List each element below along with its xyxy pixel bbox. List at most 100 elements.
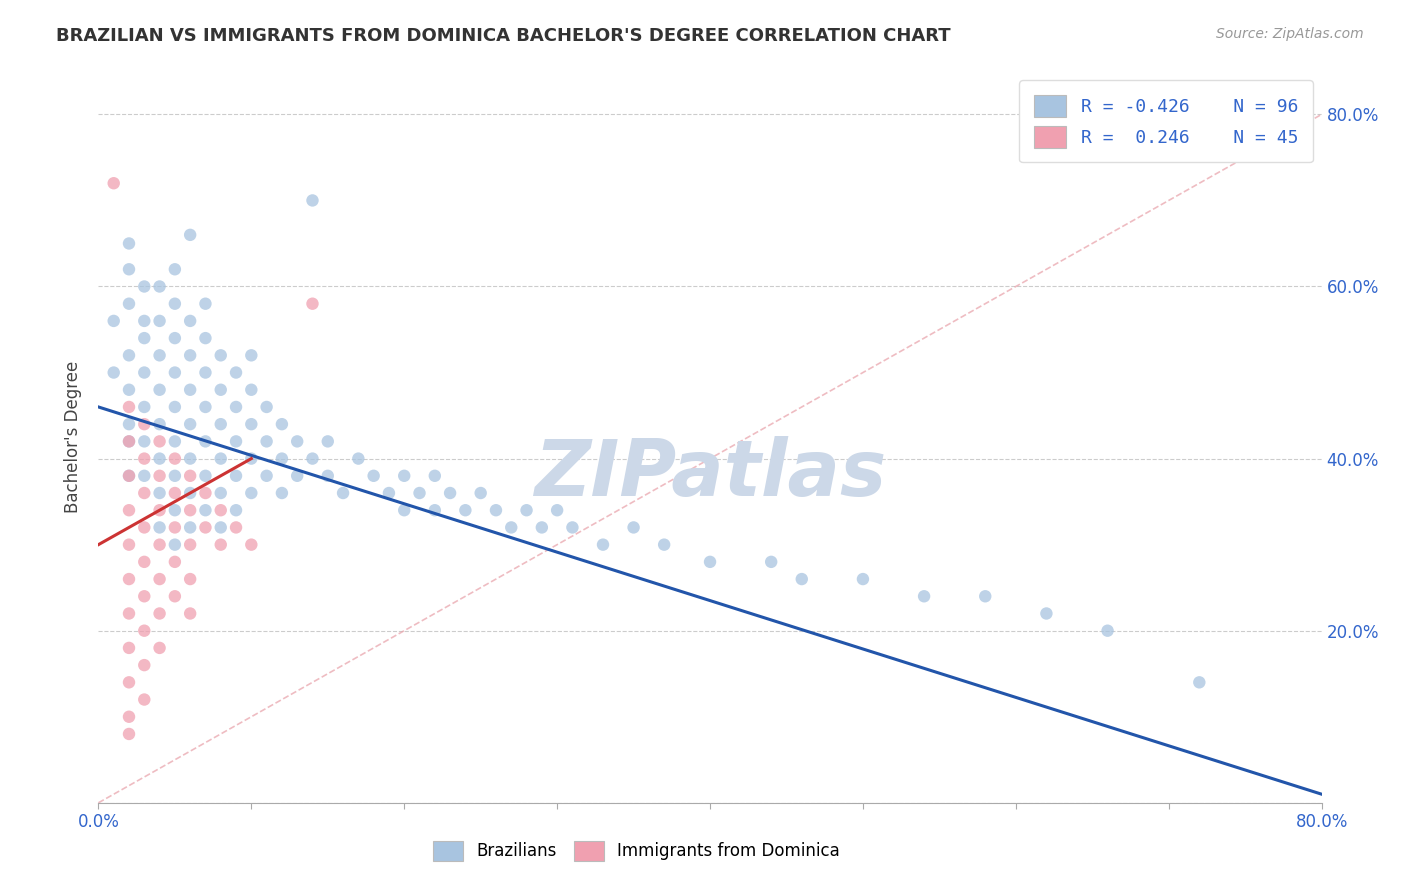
Point — [163, 434, 186, 449]
Point — [240, 348, 263, 362]
Point — [179, 314, 201, 328]
Point — [149, 640, 172, 655]
Point — [163, 366, 186, 380]
Point — [501, 520, 523, 534]
Point — [209, 538, 232, 552]
Point — [163, 555, 186, 569]
Point — [485, 503, 508, 517]
Point — [209, 348, 232, 362]
Point — [163, 468, 186, 483]
Point — [149, 348, 172, 362]
Point — [134, 520, 156, 534]
Point — [118, 727, 141, 741]
Point — [134, 468, 156, 483]
Point — [163, 589, 186, 603]
Point — [163, 538, 186, 552]
Point — [546, 503, 568, 517]
Point — [347, 451, 370, 466]
Point — [285, 468, 308, 483]
Point — [149, 279, 172, 293]
Point — [179, 503, 201, 517]
Point — [194, 366, 217, 380]
Point — [134, 366, 156, 380]
Point — [149, 503, 172, 517]
Point — [118, 262, 141, 277]
Point — [118, 538, 141, 552]
Point — [134, 279, 156, 293]
Point — [454, 503, 477, 517]
Point — [163, 520, 186, 534]
Point — [134, 486, 156, 500]
Point — [118, 572, 141, 586]
Point — [194, 434, 217, 449]
Point — [1035, 607, 1057, 621]
Y-axis label: Bachelor's Degree: Bachelor's Degree — [65, 361, 83, 513]
Point — [118, 710, 141, 724]
Point — [270, 451, 292, 466]
Point — [256, 434, 278, 449]
Point — [118, 296, 141, 310]
Point — [163, 451, 186, 466]
Point — [194, 296, 217, 310]
Point — [134, 658, 156, 673]
Point — [256, 400, 278, 414]
Point — [194, 520, 217, 534]
Point — [225, 520, 247, 534]
Point — [240, 417, 263, 432]
Point — [240, 451, 263, 466]
Point — [118, 468, 141, 483]
Point — [530, 520, 553, 534]
Point — [316, 434, 339, 449]
Point — [225, 434, 247, 449]
Point — [912, 589, 935, 603]
Point — [1188, 675, 1211, 690]
Text: Source: ZipAtlas.com: Source: ZipAtlas.com — [1216, 27, 1364, 41]
Point — [852, 572, 875, 586]
Point — [149, 538, 172, 552]
Point — [149, 434, 172, 449]
Point — [118, 383, 141, 397]
Point — [592, 538, 614, 552]
Point — [179, 451, 201, 466]
Point — [378, 486, 401, 500]
Point — [118, 417, 141, 432]
Point — [209, 503, 232, 517]
Point — [270, 417, 292, 432]
Point — [149, 520, 172, 534]
Point — [470, 486, 492, 500]
Point — [194, 503, 217, 517]
Point — [209, 417, 232, 432]
Point — [134, 417, 156, 432]
Point — [149, 314, 172, 328]
Point — [392, 503, 416, 517]
Point — [332, 486, 354, 500]
Point — [225, 468, 247, 483]
Point — [134, 314, 156, 328]
Point — [179, 348, 201, 362]
Point — [163, 296, 186, 310]
Point — [149, 451, 172, 466]
Point — [240, 486, 263, 500]
Point — [103, 176, 125, 190]
Point — [209, 520, 232, 534]
Point — [118, 468, 141, 483]
Point — [301, 194, 323, 208]
Point — [179, 538, 201, 552]
Point — [699, 555, 721, 569]
Point — [103, 366, 125, 380]
Point — [316, 468, 339, 483]
Point — [209, 383, 232, 397]
Point — [423, 503, 446, 517]
Point — [240, 538, 263, 552]
Point — [134, 692, 156, 706]
Point — [134, 555, 156, 569]
Point — [134, 400, 156, 414]
Point — [392, 468, 416, 483]
Point — [974, 589, 997, 603]
Point — [118, 607, 141, 621]
Point — [194, 486, 217, 500]
Point — [163, 262, 186, 277]
Point — [363, 468, 385, 483]
Point — [149, 468, 172, 483]
Point — [163, 331, 186, 345]
